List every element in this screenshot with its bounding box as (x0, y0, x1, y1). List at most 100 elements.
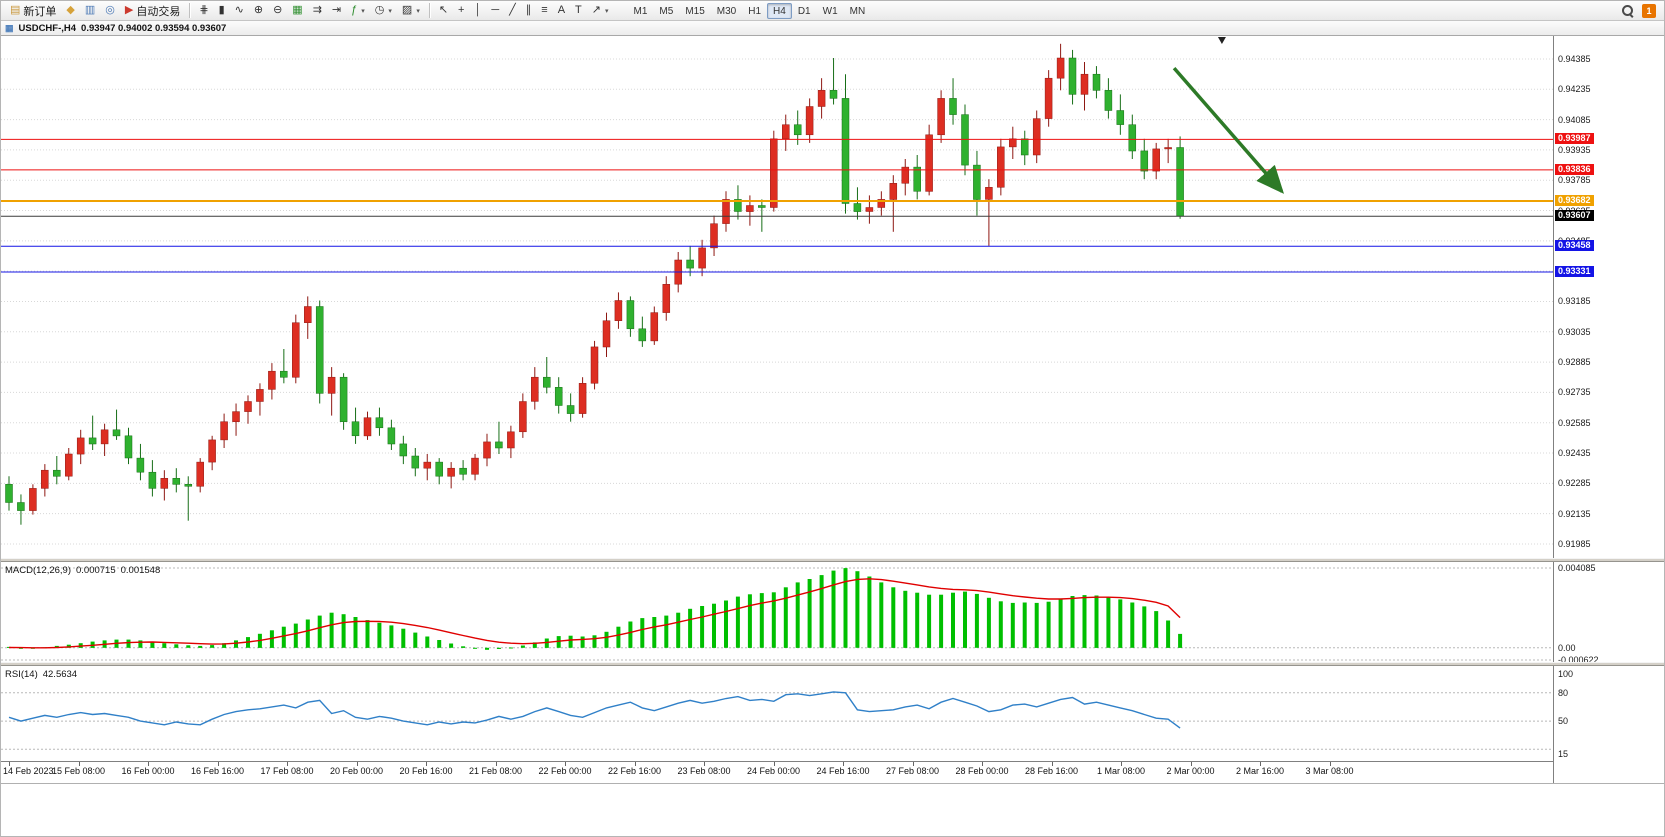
fibonacci-button[interactable]: ≡ (536, 2, 552, 19)
timeframe-m30-button[interactable]: M30 (716, 5, 737, 17)
timeframe-w1-button[interactable]: W1 (822, 5, 838, 17)
price-chart[interactable] (1, 36, 1553, 558)
candle (889, 175, 898, 232)
zoom-in-button[interactable]: ⊕ (249, 2, 268, 19)
macd-bar (1106, 597, 1111, 648)
macd-canvas (1, 567, 1553, 661)
candle (638, 316, 647, 347)
macd-bar (473, 647, 477, 649)
time-axis[interactable] (1, 761, 1553, 783)
candle (160, 470, 169, 501)
price-tick-label: 0.92285 (1558, 478, 1591, 489)
periods-button[interactable]: ◷ ▾ (370, 2, 397, 19)
macd-bar (747, 594, 752, 648)
timeframe-d1-button[interactable]: D1 (797, 5, 811, 17)
macd-name: MACD(12,26,9) (5, 565, 71, 576)
macd-panel[interactable] (1, 562, 1553, 662)
market-watch-button[interactable]: ▥ (80, 2, 100, 19)
notification-badge[interactable]: 1 (1642, 3, 1656, 18)
channel-button[interactable]: ∥ (521, 2, 537, 19)
chart-shift-button[interactable]: ⇥ (327, 2, 346, 19)
timeframe-m1-button[interactable]: M1 (633, 5, 648, 17)
rsi-panel[interactable] (1, 666, 1553, 761)
trend-arrow[interactable] (1172, 66, 1285, 194)
timeframe-m15-button[interactable]: M15 (685, 5, 705, 17)
timeframe-h1-button[interactable]: H1 (748, 5, 762, 17)
panel-divider-macd[interactable] (1, 558, 1664, 562)
zoom-out-button[interactable]: ⊖ (268, 2, 287, 19)
line-chart-button[interactable]: ∿ (230, 2, 249, 19)
trendline-button[interactable]: ╱ (504, 2, 521, 19)
macd-signal-value: 0.001548 (120, 565, 161, 576)
macd-bar (795, 582, 800, 648)
cursor-button[interactable]: ↖ (434, 2, 453, 19)
macd-bar (126, 639, 131, 648)
macd-bar (580, 636, 585, 648)
macd-bar (724, 600, 728, 648)
time-axis-label: 16 Feb 16:00 (190, 766, 245, 776)
time-axis-label: 20 Feb 00:00 (329, 766, 384, 776)
bar-chart-button[interactable]: ⋕ (194, 2, 213, 19)
tile-windows-icon: ▦ (292, 4, 303, 16)
candle (841, 74, 850, 214)
macd-bar (1118, 599, 1123, 648)
price-tick-label: 0.93785 (1558, 175, 1591, 186)
time-tick (912, 762, 914, 766)
tile-windows-button[interactable]: ▦ (287, 2, 307, 19)
time-tick (704, 762, 705, 766)
macd-bar (174, 644, 179, 648)
candlestick-button[interactable]: ▮ (214, 2, 230, 19)
time-tick (148, 762, 149, 766)
new-order-button[interactable]: ▤ 新订单 (5, 2, 61, 19)
macd-bar (1046, 601, 1051, 648)
templates-button[interactable]: ▨ ▾ (397, 2, 425, 19)
horizontal-line-button[interactable]: ─ (486, 2, 504, 19)
time-tick (1051, 762, 1053, 766)
timeframe-m5-button[interactable]: M5 (659, 5, 674, 17)
time-tick (426, 762, 427, 766)
panel-divider-rsi[interactable] (1, 662, 1664, 666)
macd-bar (735, 596, 740, 648)
candle (244, 395, 252, 424)
time-axis-label: 15 Feb 08:00 (51, 766, 106, 776)
candle (495, 421, 503, 454)
vertical-line-button[interactable]: │ (469, 2, 486, 19)
macd-bar (210, 645, 215, 648)
label-button[interactable]: T (570, 2, 587, 19)
timeframe-h4-button[interactable]: H4 (767, 2, 792, 19)
arrows-button[interactable]: ↗ ▾ (587, 2, 614, 19)
candle (1080, 62, 1089, 111)
navigator-button[interactable]: ◎ (100, 2, 120, 19)
chart-shift-marker[interactable] (1217, 37, 1226, 44)
macd-bar (1130, 602, 1135, 648)
macd-bar (951, 592, 955, 648)
time-axis-label: 21 Feb 08:00 (468, 766, 523, 776)
candle (351, 407, 360, 444)
macd-bar (198, 645, 203, 648)
candle (913, 155, 921, 200)
price-axis[interactable] (1554, 36, 1664, 761)
time-axis-label: 17 Feb 08:00 (260, 766, 314, 776)
timeframe-mn-button[interactable]: MN (849, 5, 866, 17)
macd-bar (879, 582, 884, 648)
candle (626, 296, 635, 337)
macd-bar (1094, 595, 1099, 648)
candle (280, 349, 288, 384)
indicators-button[interactable]: ƒ ▾ (346, 2, 370, 19)
macd-bar (1082, 595, 1087, 648)
auto-scroll-icon: ⇉ (312, 4, 322, 16)
candle (698, 239, 706, 277)
crosshair-button[interactable]: + (453, 2, 469, 19)
rsi-label: RSI(14) 42.5634 (5, 669, 82, 680)
candle (1176, 136, 1184, 219)
rsi-name: RSI(14) (5, 669, 38, 680)
metaeditor-button[interactable]: ◆ (61, 2, 79, 19)
macd-bar (1070, 596, 1075, 648)
macd-bar (1034, 602, 1039, 648)
text-button[interactable]: A (553, 2, 570, 19)
zoom-out-icon: ⊖ (273, 4, 283, 16)
search-icon[interactable] (1621, 4, 1634, 17)
autotrading-button[interactable]: ▶ 自动交易 (120, 2, 185, 19)
price-tick-label: 0.92735 (1558, 387, 1591, 398)
auto-scroll-button[interactable]: ⇉ (308, 2, 327, 19)
